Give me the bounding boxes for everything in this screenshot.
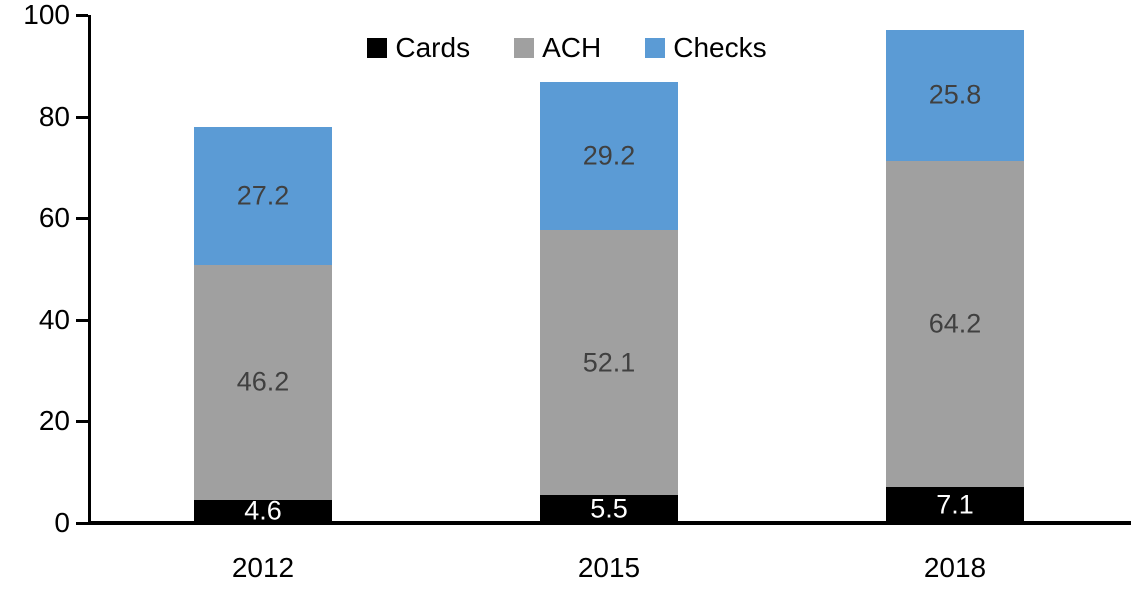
y-tick-label: 100 bbox=[23, 0, 70, 30]
bar-value-label: 27.2 bbox=[236, 180, 290, 211]
legend-item-ach: ACH bbox=[514, 34, 601, 62]
bar-segment-ach-2015: 52.1 bbox=[540, 230, 678, 496]
y-tick-mark bbox=[76, 115, 88, 119]
bar-segment-cards-2015: 5.5 bbox=[540, 495, 678, 523]
bar-value-label: 5.5 bbox=[590, 493, 628, 524]
bar-segment-checks-2015: 29.2 bbox=[540, 82, 678, 231]
bar-segment-cards-2018: 7.1 bbox=[886, 486, 1024, 523]
y-tick-mark bbox=[76, 217, 88, 221]
bar-value-label: 64.2 bbox=[928, 308, 982, 339]
bar-segment-checks-2012: 27.2 bbox=[194, 126, 332, 265]
bar-segment-ach-2018: 64.2 bbox=[886, 160, 1024, 487]
legend-item-cards: Cards bbox=[367, 34, 470, 62]
bar-segment-checks-2018: 25.8 bbox=[886, 29, 1024, 161]
y-tick-mark bbox=[76, 522, 88, 525]
y-tick-label: 20 bbox=[38, 405, 70, 437]
x-axis bbox=[88, 521, 1131, 525]
legend-item-checks: Checks bbox=[645, 32, 767, 63]
y-tick-label: 80 bbox=[38, 100, 70, 132]
y-axis bbox=[88, 15, 91, 524]
legend-swatch-icon bbox=[514, 38, 535, 58]
bar-value-label: 4.6 bbox=[244, 495, 282, 526]
x-axis-label-2015: 2015 bbox=[577, 552, 641, 583]
y-tick-label: 60 bbox=[38, 202, 70, 234]
bar-2012: 27.2 46.2 4.6 bbox=[194, 126, 332, 526]
legend-label: Cards bbox=[395, 32, 471, 63]
y-tick-mark bbox=[76, 318, 88, 322]
legend-swatch-icon bbox=[645, 38, 666, 58]
legend-label: Checks bbox=[673, 32, 767, 63]
bar-value-label: 46.2 bbox=[236, 366, 290, 397]
x-axis-label-2018: 2018 bbox=[923, 552, 987, 583]
x-axis-label-2012: 2012 bbox=[231, 552, 295, 583]
y-tick-mark bbox=[76, 14, 88, 17]
legend-label: ACH bbox=[542, 32, 602, 63]
bar-segment-ach-2012: 46.2 bbox=[194, 264, 332, 500]
legend-swatch-icon bbox=[367, 38, 388, 58]
y-tick-mark bbox=[76, 420, 88, 424]
bar-value-label: 7.1 bbox=[936, 489, 974, 520]
y-tick-label: 40 bbox=[38, 303, 70, 335]
bar-2018: 25.8 64.2 7.1 bbox=[886, 29, 1024, 523]
bar-2015: 29.2 52.1 5.5 bbox=[540, 82, 678, 523]
bar-value-label: 52.1 bbox=[582, 347, 636, 378]
y-tick-label: 0 bbox=[54, 507, 70, 538]
bar-segment-cards-2012: 4.6 bbox=[194, 495, 332, 526]
bar-value-label: 25.8 bbox=[928, 79, 982, 110]
bar-value-label: 29.2 bbox=[582, 140, 636, 171]
